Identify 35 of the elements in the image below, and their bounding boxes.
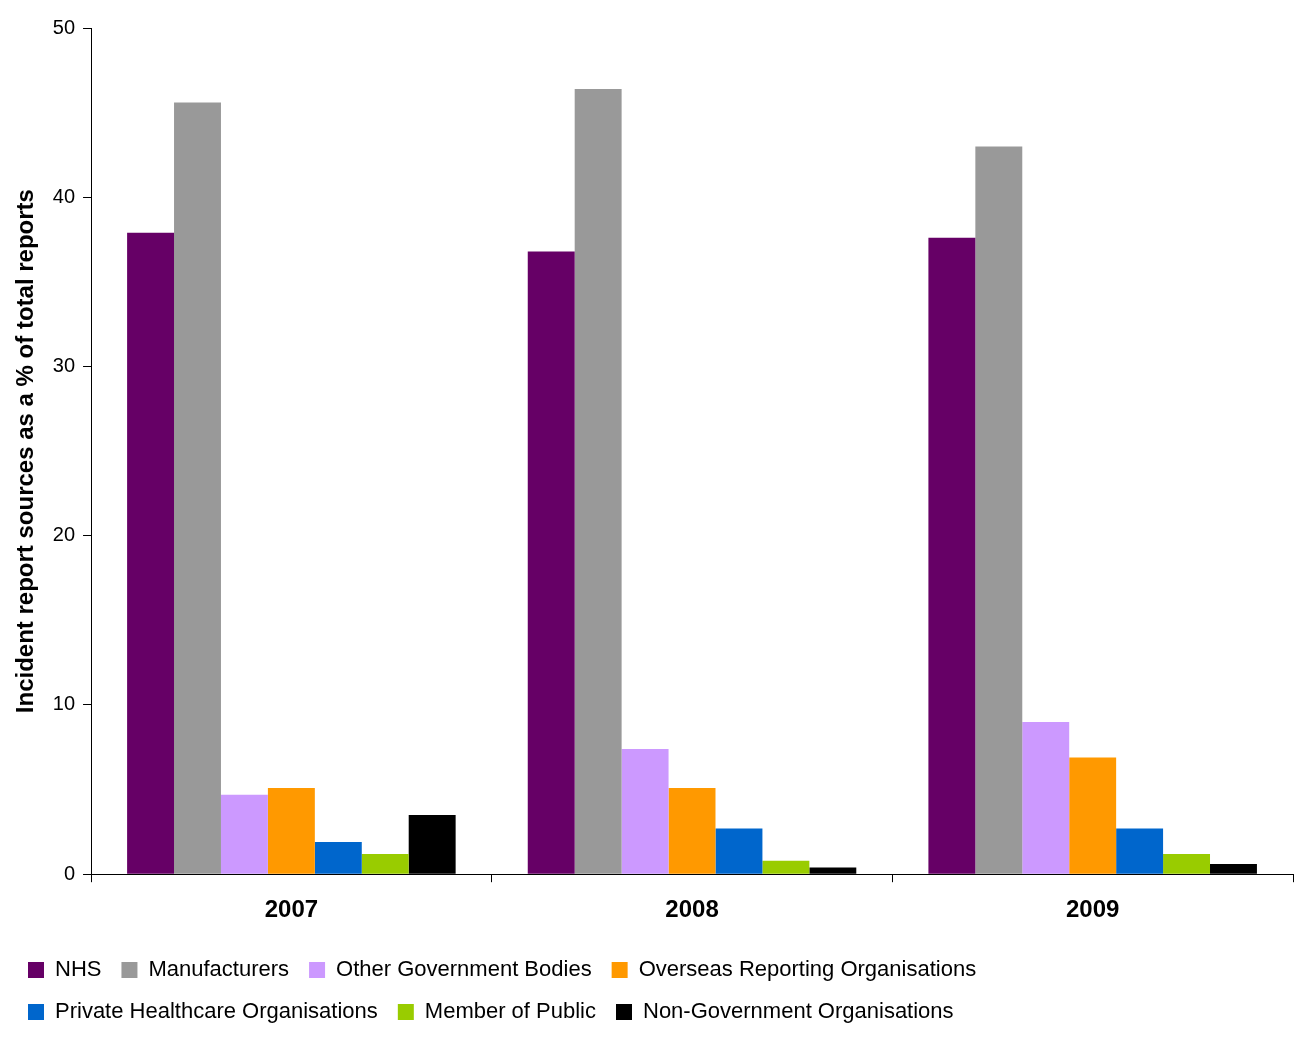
bar (527, 251, 575, 874)
bar (220, 794, 268, 874)
x-tick-label: 2007 (264, 895, 319, 923)
bar (1116, 828, 1164, 874)
bar (174, 102, 221, 874)
y-tick-label: 30 (52, 354, 76, 376)
bar (574, 88, 622, 874)
y-axis-title: Incident report sources as a % of total reports (11, 189, 39, 714)
legend-label: NHS (55, 956, 102, 982)
legend-label: Private Healthcare Organisations (55, 998, 378, 1024)
legend-label: Non-Government Organisations (643, 998, 954, 1024)
bar (1163, 853, 1211, 874)
bar (715, 828, 763, 874)
y-tick-label: 20 (52, 523, 76, 546)
bar (267, 787, 315, 874)
bar (1022, 721, 1070, 874)
bar (127, 232, 175, 874)
x-tick-label: 2008 (665, 895, 719, 923)
legend-label: Other Government Bodies (336, 956, 592, 982)
bar (928, 237, 976, 874)
y-tick-label: 50 (52, 15, 76, 38)
y-tick-label: 40 (52, 184, 76, 207)
bar (314, 842, 362, 874)
bar (668, 787, 716, 874)
y-tick-label: 10 (52, 692, 76, 715)
legend-label: Overseas Reporting Organisations (638, 956, 977, 982)
bar (621, 748, 669, 874)
bar (1069, 757, 1117, 874)
x-tick-label: 2009 (1065, 895, 1120, 923)
bar (762, 860, 810, 874)
y-tick-label: 0 (63, 861, 76, 884)
legend-label: Member of Public (424, 998, 597, 1024)
legend-label: Manufacturers (148, 956, 290, 982)
bar (361, 853, 409, 874)
bar (975, 146, 1023, 874)
